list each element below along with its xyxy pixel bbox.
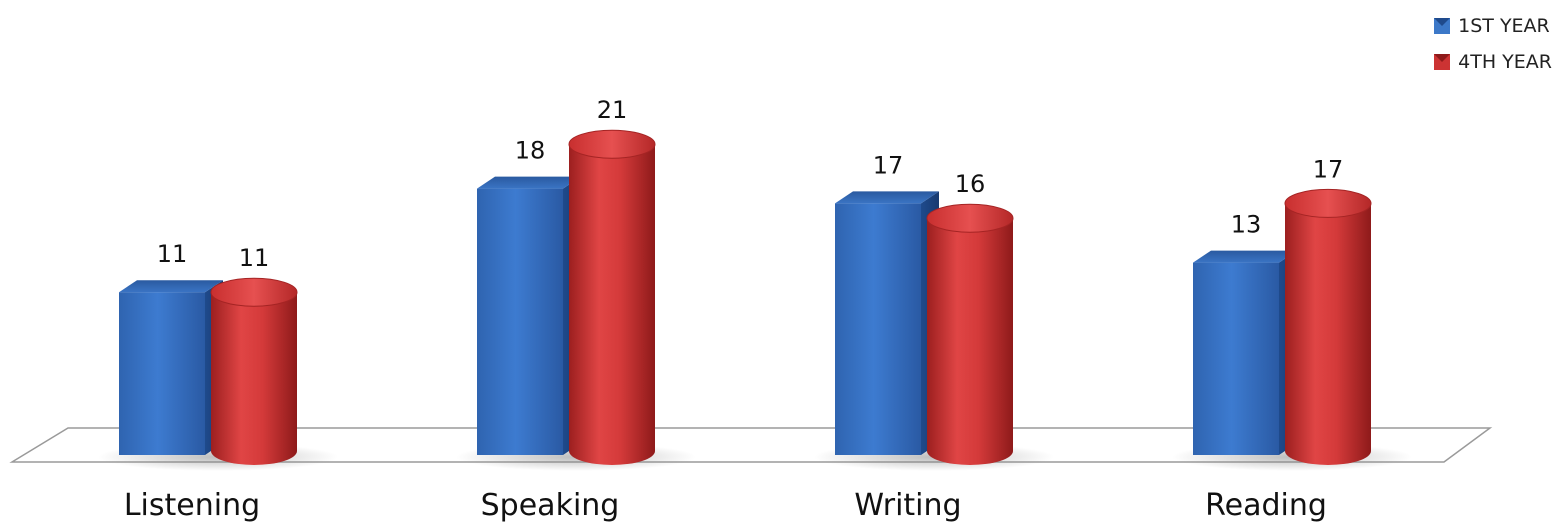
bar-front-face xyxy=(1193,262,1279,455)
data-label-1st-year-writing: 17 xyxy=(873,151,904,179)
bar-front-face xyxy=(835,203,921,455)
category-label-speaking: Speaking xyxy=(481,488,620,523)
bar-top-face xyxy=(477,176,581,189)
bar-front-face xyxy=(119,292,205,455)
legend-box-icon xyxy=(1434,18,1451,34)
legend-label: 4TH YEAR xyxy=(1458,51,1552,73)
legend-item-1st-year: 1ST YEAR xyxy=(1434,8,1552,44)
data-label-1st-year-speaking: 18 xyxy=(515,137,546,165)
bar-4th-year-reading xyxy=(1284,188,1372,465)
cylinder-body xyxy=(569,144,655,465)
legend: 1ST YEAR 4TH YEAR xyxy=(1434,8,1552,80)
cylinder-top xyxy=(1284,188,1372,218)
legend-cylinder-icon xyxy=(1434,54,1451,70)
bar-1st-year-reading xyxy=(1193,250,1297,455)
bar-4th-year-listening xyxy=(210,277,298,465)
category-label-writing: Writing xyxy=(854,488,961,523)
category-label-reading: Reading xyxy=(1205,488,1327,523)
cylinder-top xyxy=(926,203,1014,233)
data-label-1st-year-reading: 13 xyxy=(1231,211,1262,239)
bar-top-face xyxy=(835,191,939,204)
bar-4th-year-speaking xyxy=(568,129,656,465)
legend-item-4th-year: 4TH YEAR xyxy=(1434,44,1552,80)
legend-label: 1ST YEAR xyxy=(1458,15,1550,37)
data-label-4th-year-reading: 17 xyxy=(1313,155,1344,183)
bar-1st-year-writing xyxy=(835,191,939,455)
cylinder-body xyxy=(211,292,297,465)
bar-top-face xyxy=(119,280,223,293)
cylinder-body xyxy=(1285,203,1371,465)
bar-1st-year-speaking xyxy=(477,176,581,455)
bar-1st-year-listening xyxy=(119,280,223,455)
data-label-1st-year-listening: 11 xyxy=(157,240,188,268)
bar-top-face xyxy=(1193,250,1297,263)
category-label-listening: Listening xyxy=(124,488,260,523)
data-label-4th-year-speaking: 21 xyxy=(597,96,628,124)
cylinder-top xyxy=(210,277,298,307)
bar-front-face xyxy=(477,188,563,455)
data-label-4th-year-listening: 11 xyxy=(239,244,270,272)
cylinder-body xyxy=(927,218,1013,465)
cylinder-top xyxy=(568,129,656,159)
bar-4th-year-writing xyxy=(926,203,1014,465)
data-label-4th-year-writing: 16 xyxy=(955,170,986,198)
